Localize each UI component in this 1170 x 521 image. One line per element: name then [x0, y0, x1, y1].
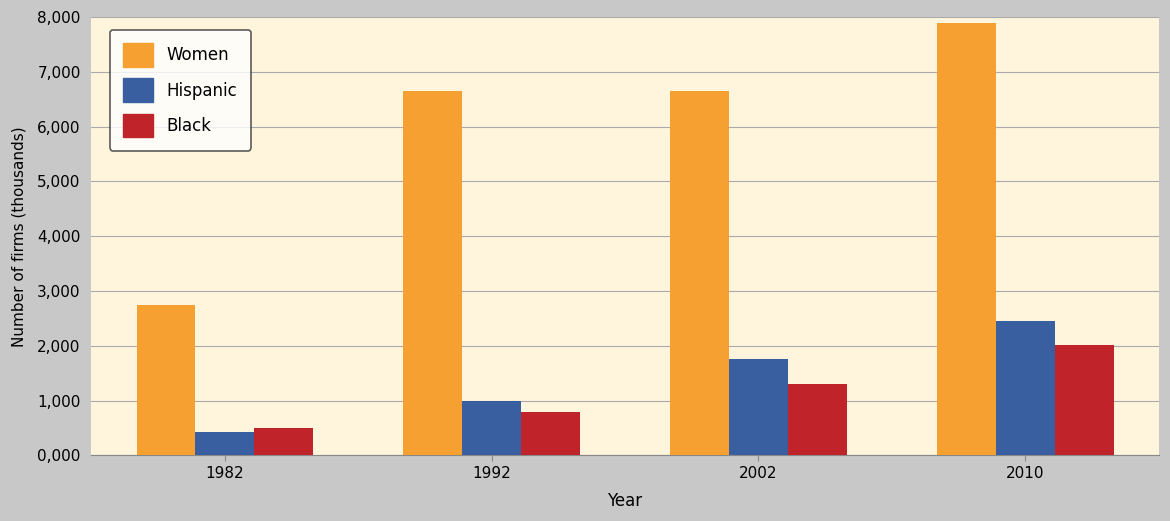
Bar — [996, 321, 1055, 455]
X-axis label: Year: Year — [607, 492, 642, 510]
Bar — [729, 359, 787, 455]
Bar — [254, 428, 312, 455]
Bar — [521, 412, 579, 455]
Bar — [937, 22, 996, 455]
Y-axis label: Number of firms (thousands): Number of firms (thousands) — [11, 126, 26, 346]
Bar — [137, 305, 195, 455]
Legend: Women, Hispanic, Black: Women, Hispanic, Black — [110, 30, 250, 151]
Bar — [195, 432, 254, 455]
Bar — [404, 91, 462, 455]
Bar — [462, 401, 521, 455]
Bar — [670, 91, 729, 455]
Bar — [787, 384, 847, 455]
Bar — [1055, 345, 1114, 455]
